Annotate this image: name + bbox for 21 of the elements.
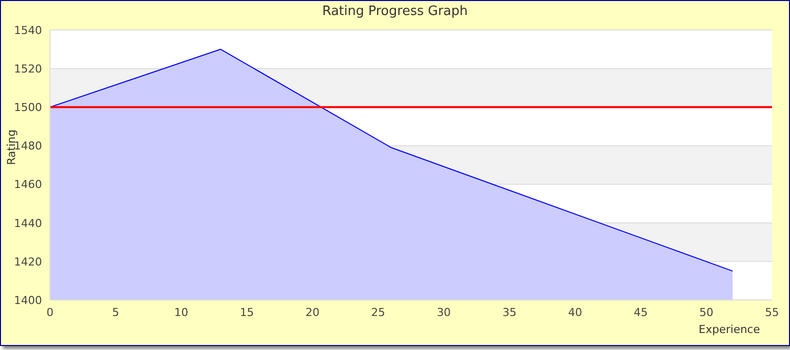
x-tick-label: 10: [174, 306, 188, 319]
y-tick-label: 1500: [14, 101, 42, 114]
x-tick-label: 30: [436, 306, 451, 319]
x-tick-label: 5: [112, 306, 120, 319]
y-tick-label: 1540: [14, 24, 42, 37]
x-tick-label: 25: [371, 306, 386, 319]
x-tick-label: 35: [502, 306, 516, 319]
x-tick-label: 40: [568, 306, 582, 319]
x-tick-label: 15: [240, 306, 254, 319]
x-axis-title: Experience: [698, 323, 760, 336]
y-tick-label: 1520: [14, 62, 42, 76]
y-tick-label: 1440: [14, 216, 42, 230]
y-tick-label: 1420: [14, 255, 42, 268]
x-tick-label: 45: [634, 306, 648, 319]
x-tick-label: 0: [46, 306, 54, 319]
x-tick-label: 55: [765, 306, 779, 319]
chart-title: Rating Progress Graph: [321, 4, 469, 19]
x-tick-label: 50: [699, 306, 714, 319]
x-tick-label: 20: [306, 306, 320, 319]
y-tick-label: 1400: [14, 294, 42, 307]
y-tick-label: 1460: [14, 178, 42, 192]
